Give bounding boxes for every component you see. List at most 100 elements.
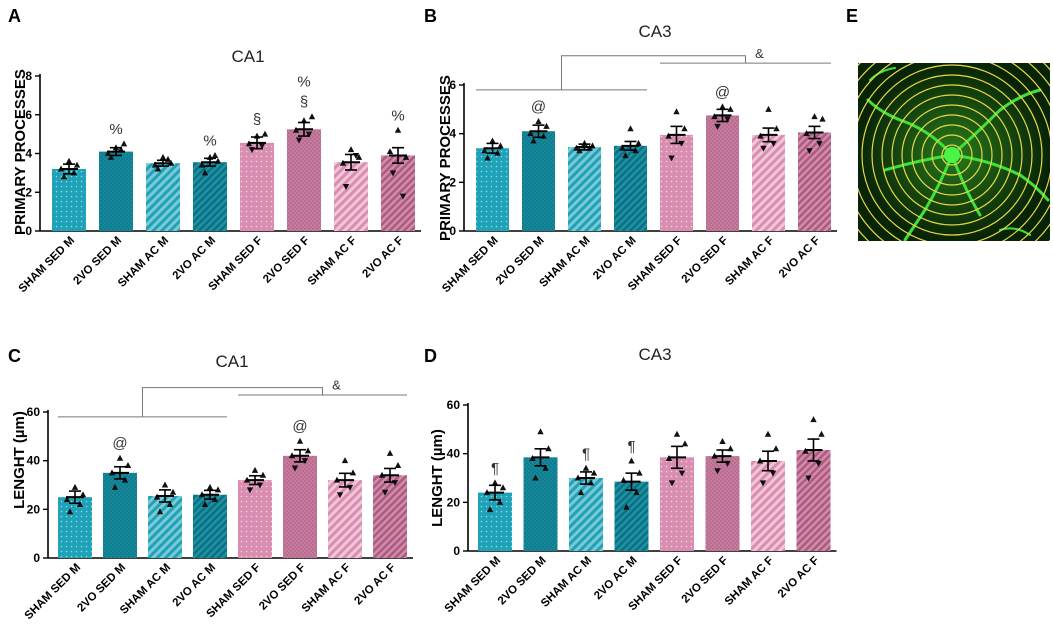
data-point [819, 115, 826, 122]
data-point [261, 130, 269, 137]
bar [240, 142, 274, 231]
data-point [151, 161, 159, 168]
data-point [305, 131, 313, 138]
significance-marker: & [755, 46, 764, 61]
data-point [590, 469, 598, 476]
x-tick-label: SHAM AC M [116, 235, 171, 290]
data-point [497, 142, 504, 149]
x-tick-label: 2VO AC F [777, 235, 823, 281]
data-point [724, 116, 731, 123]
bar [283, 455, 317, 558]
bar [796, 450, 831, 551]
sholl-analysis-micrograph [858, 63, 1050, 241]
x-tick-label: 2VO AC M [591, 235, 638, 282]
data-point [116, 454, 124, 461]
x-tick-label: 2VO AC M [171, 235, 218, 282]
data-point [678, 470, 686, 477]
chart-title: CA1 [231, 47, 264, 66]
data-point [124, 462, 132, 469]
data-point [811, 113, 818, 120]
data-point [714, 468, 721, 475]
data-point [769, 470, 777, 477]
data-point [295, 137, 303, 144]
data-point [628, 457, 635, 464]
data-point [214, 486, 222, 493]
y-tick-label: 0 [25, 224, 32, 238]
data-point [815, 460, 822, 467]
x-tick-label: SHAM SED M [23, 562, 83, 622]
chart-title: CA3 [638, 345, 671, 364]
data-point [399, 193, 407, 200]
data-point [673, 430, 681, 437]
significance-marker: § [300, 94, 308, 111]
y-axis-label: PRIMARY PROCESSES [12, 69, 29, 235]
data-point [107, 153, 115, 160]
data-point [499, 484, 507, 491]
bar [238, 480, 272, 558]
x-tick-label: 2VO SED M [71, 235, 124, 288]
bar [52, 169, 86, 231]
y-tick-label: 60 [447, 398, 461, 412]
data-point [259, 471, 267, 478]
data-point [355, 153, 363, 160]
data-point [489, 137, 496, 144]
data-point [816, 140, 823, 147]
y-tick-label: 6 [25, 108, 32, 122]
bar [148, 495, 182, 558]
bar [193, 494, 227, 558]
data-point [73, 161, 81, 168]
y-tick-label: 2 [449, 175, 456, 189]
data-point [60, 173, 68, 180]
data-point [635, 139, 642, 146]
data-point [805, 475, 812, 482]
data-point [727, 445, 734, 452]
bar [287, 129, 321, 231]
data-point [484, 154, 491, 161]
bar [476, 148, 509, 231]
bar [614, 145, 647, 231]
data-point [79, 491, 87, 498]
x-tick-label: SHAM AC F [723, 235, 776, 288]
data-point [402, 153, 410, 160]
data-point [582, 464, 590, 471]
bar [798, 132, 831, 231]
data-point [623, 503, 630, 510]
data-point [349, 469, 357, 476]
data-point [304, 447, 312, 454]
data-point [636, 469, 643, 476]
data-point [765, 105, 772, 112]
chart-title: CA1 [215, 352, 248, 371]
data-point [198, 161, 206, 168]
data-point [806, 148, 813, 155]
bar [381, 155, 415, 231]
data-point [300, 117, 308, 124]
data-point [291, 465, 299, 472]
data-point [619, 144, 626, 151]
data-point [668, 480, 676, 487]
x-tick-label: SHAM SED M [440, 235, 500, 295]
significance-marker: ¶ [491, 460, 499, 477]
data-point [347, 146, 355, 153]
y-tick-label: 60 [27, 405, 41, 419]
bar [328, 480, 362, 558]
panel-letter-e: E [846, 6, 858, 26]
x-tick-label: SHAM AC F [306, 235, 359, 288]
data-point [673, 108, 680, 115]
y-axis-label: LENGHT (µm) [11, 411, 28, 509]
significance-marker: @ [531, 99, 546, 116]
x-tick-label: 2VO AC M [171, 562, 218, 609]
data-point [714, 123, 721, 130]
data-point [251, 466, 259, 473]
y-tick-label: 4 [25, 147, 32, 161]
data-point [381, 489, 389, 496]
data-point [296, 437, 304, 444]
micrograph-content [858, 63, 1050, 241]
significance-marker: § [253, 111, 261, 128]
chart-title: CA3 [638, 22, 671, 41]
y-tick-label: 8 [25, 69, 32, 83]
bar [751, 460, 785, 551]
significance-marker: % [203, 132, 216, 149]
